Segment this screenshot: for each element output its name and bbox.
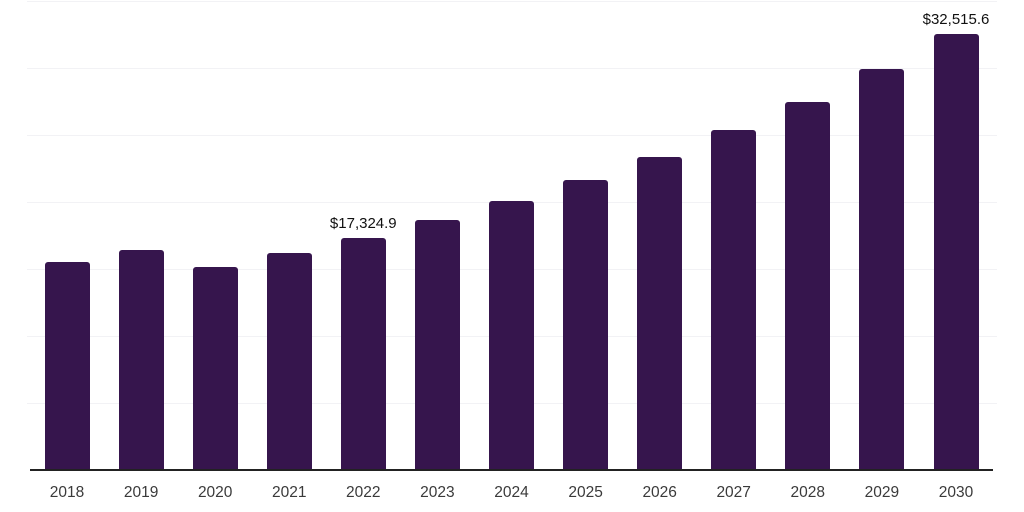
bar-2027[interactable] bbox=[711, 130, 757, 470]
bar-2021[interactable] bbox=[266, 252, 312, 470]
bar-2029[interactable] bbox=[859, 68, 905, 470]
bar-value-label-2022: $17,324.9 bbox=[329, 214, 397, 232]
bar-2020[interactable] bbox=[192, 267, 238, 470]
bar-2019[interactable] bbox=[118, 250, 164, 470]
x-axis-line bbox=[30, 469, 993, 471]
bar-2018[interactable] bbox=[44, 262, 90, 470]
gridline-25000 bbox=[27, 135, 997, 136]
x-tick-label-2021: 2021 bbox=[272, 484, 307, 501]
gridline-30000 bbox=[27, 68, 997, 69]
bar-2022[interactable] bbox=[340, 237, 386, 470]
bar-value-label-2030: $32,515.6 bbox=[922, 11, 990, 29]
bar-2030[interactable] bbox=[933, 34, 979, 470]
x-tick-label-2025: 2025 bbox=[568, 484, 603, 501]
x-tick-label-2019: 2019 bbox=[123, 484, 159, 501]
x-tick-label-2018: 2018 bbox=[49, 484, 85, 501]
bar-2023[interactable] bbox=[414, 220, 460, 470]
x-tick-label-2030: 2030 bbox=[938, 484, 974, 501]
bar-2024[interactable] bbox=[489, 200, 534, 470]
x-tick-label-2026: 2026 bbox=[642, 484, 677, 501]
x-tick-label-2023: 2023 bbox=[420, 484, 455, 501]
x-tick-label-2022: 2022 bbox=[346, 484, 381, 501]
bar-2025[interactable] bbox=[563, 180, 609, 470]
gridline-35000 bbox=[27, 1, 997, 2]
x-tick-label-2027: 2027 bbox=[716, 484, 751, 501]
bar-2028[interactable] bbox=[785, 102, 831, 470]
x-tick-label-2020: 2020 bbox=[197, 484, 233, 501]
bar-2026[interactable] bbox=[637, 157, 683, 470]
x-tick-label-2028: 2028 bbox=[790, 484, 826, 501]
x-tick-label-2024: 2024 bbox=[494, 484, 529, 501]
x-tick-label-2029: 2029 bbox=[864, 484, 900, 501]
